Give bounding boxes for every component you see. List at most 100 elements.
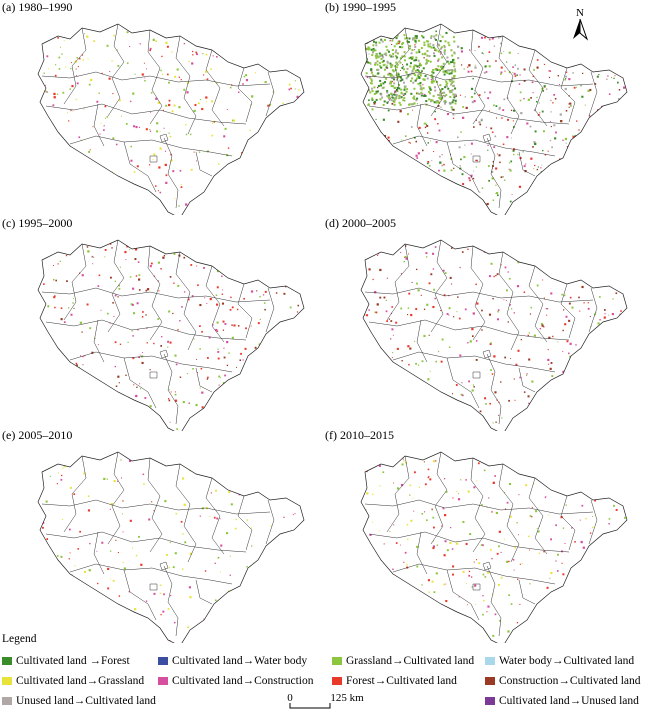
- change-patch: [469, 571, 470, 572]
- change-patch: [601, 385, 603, 387]
- change-patch: [488, 180, 490, 182]
- change-patch: [528, 195, 530, 197]
- change-patch: [180, 377, 181, 378]
- change-patch: [484, 65, 486, 67]
- change-patch: [473, 126, 475, 128]
- change-patch: [426, 304, 428, 306]
- change-patch: [371, 340, 373, 342]
- change-patch: [613, 551, 614, 552]
- change-patch: [372, 51, 374, 53]
- change-patch: [464, 620, 466, 622]
- change-patch: [89, 209, 91, 211]
- change-patch: [558, 75, 559, 76]
- change-patch: [482, 614, 484, 616]
- change-patch: [167, 341, 169, 343]
- change-patch: [254, 567, 256, 569]
- change-patch: [380, 356, 382, 358]
- county-boundary: [393, 136, 555, 156]
- change-patch: [415, 390, 417, 392]
- change-patch: [580, 85, 581, 86]
- change-patch: [570, 463, 572, 465]
- change-patch: [123, 562, 124, 563]
- change-patch: [604, 616, 605, 617]
- change-patch: [450, 187, 451, 188]
- change-patch: [429, 55, 431, 57]
- change-patch: [560, 198, 562, 200]
- change-patch: [413, 511, 414, 512]
- change-patch: [426, 519, 428, 521]
- change-patch: [552, 336, 553, 337]
- change-patch: [273, 114, 274, 115]
- legend-label: Cultivated land→Water body: [172, 655, 307, 667]
- change-patch: [553, 269, 555, 271]
- change-patch: [555, 132, 557, 134]
- change-patch: [104, 384, 106, 386]
- change-patch: [232, 484, 233, 485]
- change-patch: [574, 167, 576, 169]
- change-patch: [533, 254, 535, 256]
- change-patch: [600, 274, 602, 276]
- change-patch: [234, 418, 235, 419]
- change-patch: [433, 306, 434, 307]
- change-patch: [613, 78, 614, 79]
- change-patch: [41, 136, 43, 138]
- change-patch: [589, 380, 590, 381]
- change-patch: [46, 243, 47, 244]
- change-patch: [621, 637, 623, 639]
- change-patch: [609, 553, 611, 555]
- change-patch: [443, 63, 445, 65]
- change-patch: [545, 388, 546, 389]
- change-patch: [223, 348, 224, 349]
- change-patch: [364, 194, 366, 196]
- change-patch: [591, 154, 592, 155]
- change-patch: [48, 68, 49, 69]
- change-patch: [395, 62, 397, 64]
- change-patch: [246, 623, 248, 625]
- change-patch: [388, 137, 390, 139]
- change-patch: [417, 103, 418, 104]
- change-patch: [71, 85, 73, 87]
- change-patch: [552, 32, 554, 34]
- change-patch: [605, 600, 607, 602]
- change-patch: [581, 96, 583, 98]
- change-patch: [541, 165, 542, 166]
- change-patch: [515, 75, 517, 77]
- change-patch: [545, 403, 547, 405]
- change-patch: [498, 309, 500, 311]
- change-patch: [623, 139, 625, 141]
- change-patch: [487, 60, 489, 62]
- change-patch: [374, 93, 376, 95]
- change-patch: [428, 579, 430, 581]
- change-patch: [551, 375, 553, 377]
- change-patch: [585, 141, 587, 143]
- change-patch: [151, 263, 153, 265]
- change-patch: [80, 322, 82, 324]
- county-boundary: [176, 464, 196, 562]
- change-patch: [608, 356, 609, 357]
- change-patch: [465, 203, 467, 205]
- change-patch: [261, 411, 263, 413]
- change-patch: [142, 362, 144, 364]
- change-patch: [280, 31, 281, 32]
- change-patch: [279, 586, 280, 587]
- change-patch: [367, 592, 369, 594]
- change-patch: [380, 58, 382, 60]
- change-patch: [570, 593, 571, 594]
- change-patch: [522, 470, 523, 471]
- change-patch: [374, 64, 376, 66]
- change-patch: [166, 174, 168, 176]
- change-patch: [132, 330, 133, 331]
- change-patch: [59, 172, 60, 173]
- change-patch: [436, 197, 437, 198]
- change-patch: [386, 310, 388, 312]
- change-patch: [109, 78, 111, 80]
- change-patch: [118, 552, 119, 553]
- change-patch: [418, 601, 419, 602]
- county-boundary: [387, 244, 409, 320]
- change-patch: [498, 584, 500, 586]
- change-patch: [498, 37, 499, 38]
- change-patch: [181, 79, 182, 80]
- change-patch: [77, 57, 78, 58]
- change-patch: [79, 531, 81, 533]
- change-patch: [568, 353, 570, 355]
